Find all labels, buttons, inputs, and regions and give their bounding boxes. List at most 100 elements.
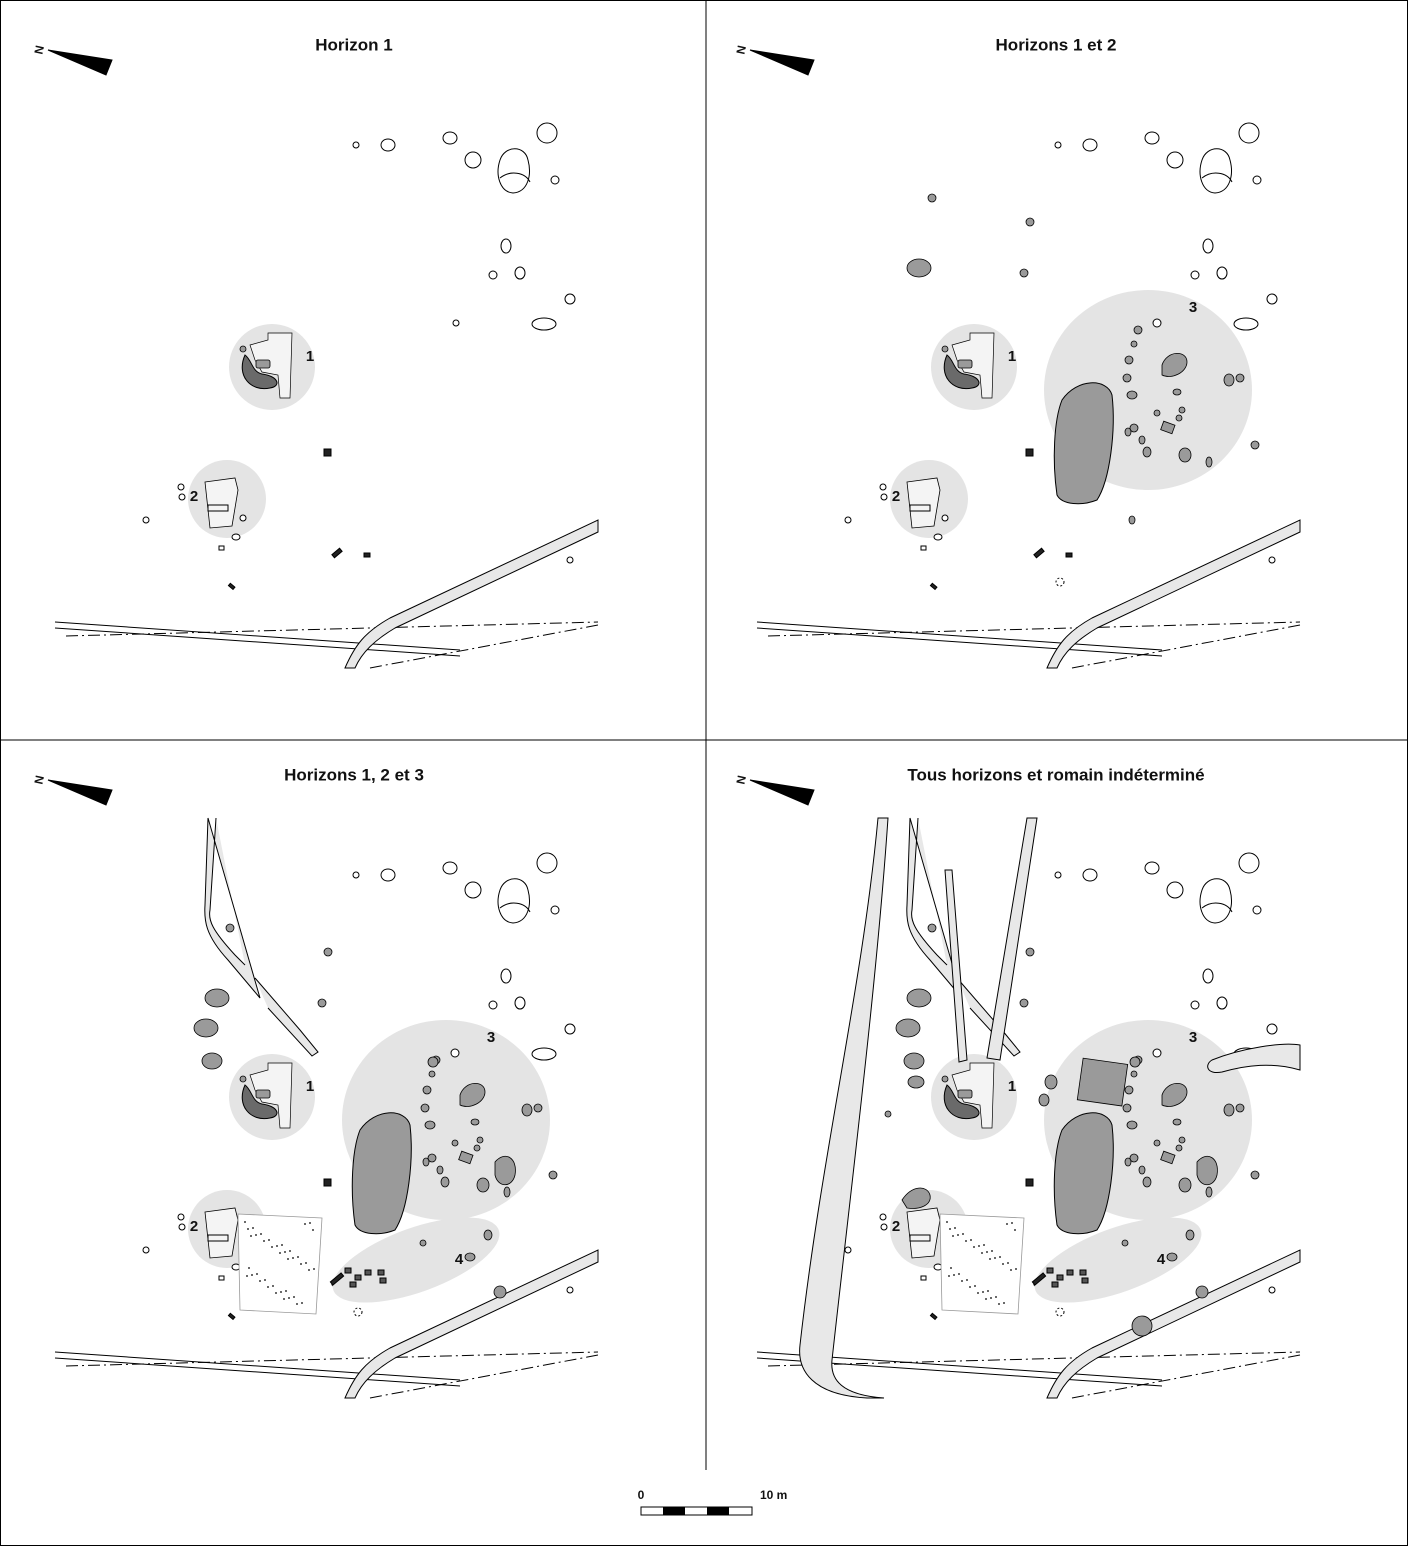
feature-gray (907, 1075, 925, 1089)
scale-start: 0 (638, 1488, 645, 1502)
feature-dashed (353, 1307, 363, 1317)
feature-dark (323, 448, 332, 457)
feature-gray (884, 1110, 892, 1118)
post-hole (1011, 1222, 1013, 1224)
road-edge (54, 1351, 461, 1381)
zone-label: 2 (892, 488, 900, 505)
feature-gray (422, 1085, 432, 1095)
post-hole (983, 1244, 985, 1246)
pit (1160, 1150, 1176, 1165)
feature-gray (1175, 1144, 1183, 1152)
post-hole (246, 1275, 248, 1277)
post-hole (1007, 1262, 1009, 1264)
feature-dark (1066, 1269, 1074, 1276)
feature (1202, 238, 1214, 254)
post-hole (268, 1239, 270, 1241)
feature-dashed (1055, 577, 1065, 587)
feature (178, 493, 186, 501)
hearth (241, 1084, 278, 1120)
feature-dark (929, 1312, 938, 1321)
feature (1152, 318, 1162, 328)
feature-gray (503, 1186, 511, 1198)
post-hole (313, 1268, 315, 1270)
zone-label: 4 (1157, 1251, 1166, 1268)
feature (352, 141, 360, 149)
feature-gray (1172, 388, 1182, 396)
feature (1152, 1048, 1162, 1058)
feature-gray (1133, 325, 1143, 335)
road (1046, 1249, 1301, 1399)
post-hole (252, 1227, 254, 1229)
post-hole (248, 1267, 250, 1269)
feature-gray (1205, 1186, 1213, 1198)
feature (1216, 996, 1228, 1010)
large-pit (1053, 382, 1114, 505)
feature-gray (1235, 373, 1245, 383)
post-hole (994, 1257, 996, 1259)
feature-dark (1065, 552, 1073, 558)
road-edge (756, 621, 1163, 651)
post-hole (256, 1273, 258, 1275)
feature-gray (1122, 1103, 1132, 1113)
pit (255, 359, 271, 369)
post-hole (958, 1273, 960, 1275)
feature (1199, 148, 1232, 194)
feature (380, 138, 396, 152)
pit-group (909, 1234, 931, 1242)
feature (218, 545, 225, 551)
feature-dark (227, 1312, 236, 1321)
zone-label: 1 (1008, 348, 1016, 365)
post-hole (1003, 1302, 1005, 1304)
ditch (799, 817, 889, 1399)
feature (231, 533, 241, 541)
panel-title: Horizons 1 et 2 (996, 35, 1117, 54)
feature (442, 861, 458, 875)
zone-label: 1 (1008, 1078, 1016, 1095)
post (239, 345, 247, 353)
feature-dark (354, 1274, 362, 1281)
post-hole (1015, 1268, 1017, 1270)
feature (1266, 1023, 1278, 1035)
post-hole (974, 1285, 976, 1287)
feature-gray (1166, 1252, 1178, 1262)
feature (239, 514, 247, 522)
post-hole (990, 1297, 992, 1299)
zone-label: 2 (190, 1218, 198, 1235)
building-plan (906, 477, 941, 529)
feature-gray (204, 988, 230, 1008)
feature (920, 1275, 927, 1281)
pit-group (207, 504, 229, 512)
feature (1252, 905, 1262, 915)
road (1046, 519, 1301, 669)
road-edge (767, 1351, 1301, 1367)
feature (500, 238, 512, 254)
post-hole (986, 1251, 988, 1253)
feature (564, 1023, 576, 1035)
ditch (204, 817, 319, 1057)
feature-gray (1138, 1165, 1146, 1175)
feature-dark (377, 1269, 385, 1276)
pit (494, 1155, 516, 1186)
feature (844, 1246, 852, 1254)
feature (536, 852, 558, 874)
post (941, 345, 949, 353)
post-hole (259, 1280, 261, 1282)
feature-dark (227, 582, 236, 591)
post-hole (304, 1223, 306, 1225)
feature (844, 516, 852, 524)
feature-gray (1129, 1153, 1139, 1163)
feature-gray (1235, 1103, 1245, 1113)
feature (488, 270, 498, 280)
feature-gray (1178, 1136, 1186, 1144)
feature (497, 148, 530, 194)
feature (500, 968, 512, 984)
feature-dark (329, 1272, 345, 1286)
feature-gray (1129, 423, 1139, 433)
zone-label: 1 (306, 1078, 314, 1095)
post-hole (247, 1228, 249, 1230)
feature-gray (1128, 515, 1136, 525)
feature-gray (476, 1136, 484, 1144)
feature-dark (1046, 1267, 1054, 1274)
